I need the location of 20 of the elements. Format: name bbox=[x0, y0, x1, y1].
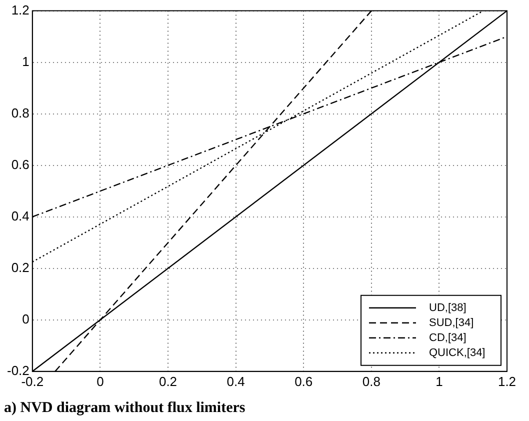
x-tick-label: 0.6 bbox=[294, 374, 313, 389]
x-tick-label: 0.2 bbox=[158, 374, 178, 389]
y-tick-label: 1 bbox=[22, 54, 30, 69]
text: a) NVD diagram without flux limiters bbox=[4, 400, 246, 416]
x-tick-label: 1.2 bbox=[498, 374, 516, 389]
y-tick-label: 1.2 bbox=[11, 2, 30, 18]
legend-label: UD,[38] bbox=[429, 302, 466, 314]
x-tick-label: 1 bbox=[436, 374, 443, 389]
x-tick-label: 0.4 bbox=[226, 374, 245, 389]
y-tick-label: 0.4 bbox=[11, 208, 30, 224]
legend-label: CD,[34] bbox=[429, 332, 466, 344]
y-tick-label: 0 bbox=[22, 311, 30, 326]
x-tick-label: 0 bbox=[96, 374, 104, 389]
y-tick-label: 0.8 bbox=[11, 105, 30, 120]
legend-label: QUICK,[34] bbox=[429, 346, 486, 359]
y-tick-label: 0.6 bbox=[11, 156, 30, 172]
x-tick-label: 0.8 bbox=[362, 374, 380, 389]
y-tick-label: 0.2 bbox=[11, 260, 30, 275]
y-tick-label: -0.2 bbox=[6, 362, 30, 378]
legend-label: SUD,[34] bbox=[429, 316, 474, 329]
